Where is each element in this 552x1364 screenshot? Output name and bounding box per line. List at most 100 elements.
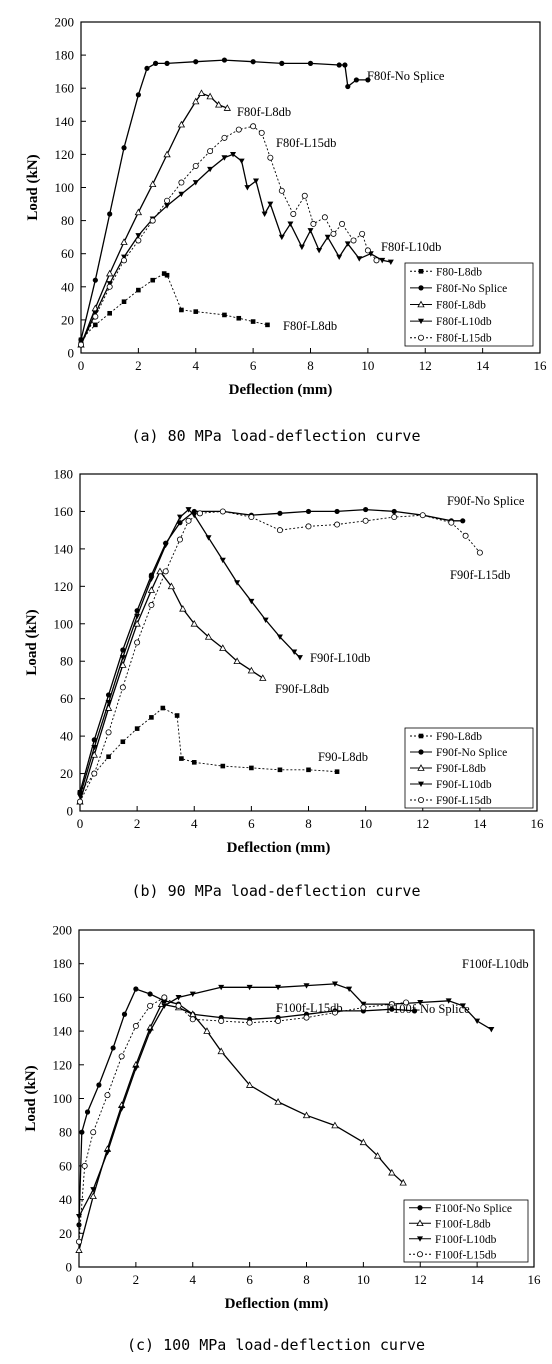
y-tick-label: 160 (53, 990, 73, 1005)
triangle-marker (177, 120, 186, 128)
square-marker (161, 271, 167, 276)
open-circle-marker (330, 230, 337, 237)
legend-label: F80f-No Splice (436, 283, 507, 295)
triangle-down-marker (387, 259, 394, 265)
triangle-down-marker (445, 998, 452, 1004)
open-circle-marker (106, 283, 113, 290)
triangle-marker (197, 89, 206, 96)
series-line (78, 983, 492, 1217)
chart-panel-b: 0 2 4 6 8 10 12 14 16020406080100120140160180Def… (24, 467, 544, 901)
series-line (79, 508, 301, 797)
circle-marker (279, 60, 285, 66)
legend-label: F90f-No Splice (436, 747, 507, 759)
triangle-down-marker (336, 254, 343, 261)
triangle-down-marker (162, 542, 169, 549)
y-tick-label: 180 (54, 467, 74, 482)
x-tick-label: 6 (248, 816, 255, 831)
triangle-down-marker (303, 983, 310, 989)
triangle-down-marker (91, 744, 98, 751)
open-circle-marker (476, 549, 483, 556)
series-line (80, 153, 391, 345)
triangle-down-marker (132, 1065, 139, 1072)
triangle-down-marker (219, 557, 226, 564)
triangle-marker (75, 1246, 83, 1253)
circle-marker (76, 1222, 82, 1228)
x-tick-label: 8 (307, 358, 314, 373)
triangle-marker (359, 1138, 368, 1146)
triangle-marker (302, 1111, 311, 1119)
open-circle-marker (219, 508, 226, 515)
triangle-down-marker (267, 201, 274, 208)
triangle-marker (133, 619, 141, 627)
x-tick-label: 16 (528, 1272, 542, 1287)
curve-annotation: F90-L8db (318, 750, 368, 764)
circle-marker (191, 508, 197, 515)
square-marker (150, 277, 156, 283)
open-circle-marker (246, 1019, 253, 1026)
triangle-down-marker (276, 634, 283, 640)
circle-marker (177, 520, 183, 526)
circle-marker (418, 285, 424, 291)
open-circle-marker (235, 126, 242, 133)
open-circle-marker (147, 1002, 154, 1009)
y-tick-label: 0 (66, 1260, 73, 1275)
open-circle-marker (359, 230, 366, 237)
triangle-down-marker (418, 318, 424, 325)
square-marker (106, 754, 111, 760)
circle-marker (193, 59, 199, 65)
legend-label: F80f-L8db (436, 300, 486, 312)
legend-label: F90f-L8db (436, 763, 486, 775)
triangle-down-marker (248, 598, 255, 605)
series-f90f-l8db (76, 567, 267, 805)
circle-marker (121, 1011, 128, 1017)
triangle-marker (120, 238, 128, 245)
circle-marker (342, 62, 348, 68)
triangle-down-marker (296, 655, 303, 661)
triangle-down-marker (307, 228, 314, 234)
triangle-marker (204, 633, 213, 640)
circle-marker (334, 508, 340, 515)
open-circle-marker (278, 187, 285, 194)
open-circle-marker (207, 148, 214, 155)
x-tick-label: 8 (305, 816, 312, 831)
x-tick-label: 0 (76, 1272, 83, 1287)
x-tick-label: 0 (77, 816, 84, 831)
open-circle-marker (275, 1017, 282, 1024)
open-circle-marker (362, 517, 369, 524)
circle-marker (152, 60, 159, 66)
y-tick-label: 100 (54, 616, 74, 631)
triangle-down-marker (176, 514, 183, 521)
open-circle-marker (185, 517, 192, 524)
y-tick-label: 200 (55, 15, 75, 30)
curve-annotation: F80f-No Splice (367, 69, 445, 83)
triangle-down-marker (121, 254, 128, 261)
triangle-down-marker (191, 512, 198, 519)
curve-annotation: F80f-L8db (237, 105, 291, 119)
triangle-down-marker (221, 155, 228, 161)
x-tick-label: 16 (531, 816, 545, 831)
triangle-down-marker (379, 257, 386, 264)
triangle-marker (331, 1121, 339, 1129)
open-circle-marker (118, 1053, 125, 1060)
y-tick-label: 80 (61, 213, 74, 228)
x-tick-label: 8 (303, 1272, 310, 1287)
triangle-marker (219, 644, 227, 651)
circle-marker (120, 647, 126, 653)
triangle-down-marker (148, 576, 155, 582)
square-marker (222, 312, 227, 318)
legend: F90-L8db F90f-No Splice F90f-L8db F90f-L10d… (404, 727, 534, 809)
open-circle-marker (258, 129, 265, 136)
legend-label: F100f-L10db (435, 1234, 497, 1246)
open-circle-marker (250, 123, 257, 130)
open-circle-marker (331, 1009, 338, 1016)
open-circle-marker (164, 197, 171, 204)
x-tick-label: 12 (419, 358, 432, 373)
curve-annotation: F90f-L15db (450, 568, 510, 582)
curve-annotation: F100f-L15db (276, 1001, 343, 1015)
triangle-down-marker (106, 281, 113, 287)
open-circle-marker (105, 729, 112, 736)
legend-label: F100f-L15db (435, 1249, 497, 1261)
figure-caption: (b) 90 MPa load-deflection curve (132, 882, 421, 900)
circle-marker (307, 60, 314, 66)
triangle-marker (206, 92, 214, 100)
